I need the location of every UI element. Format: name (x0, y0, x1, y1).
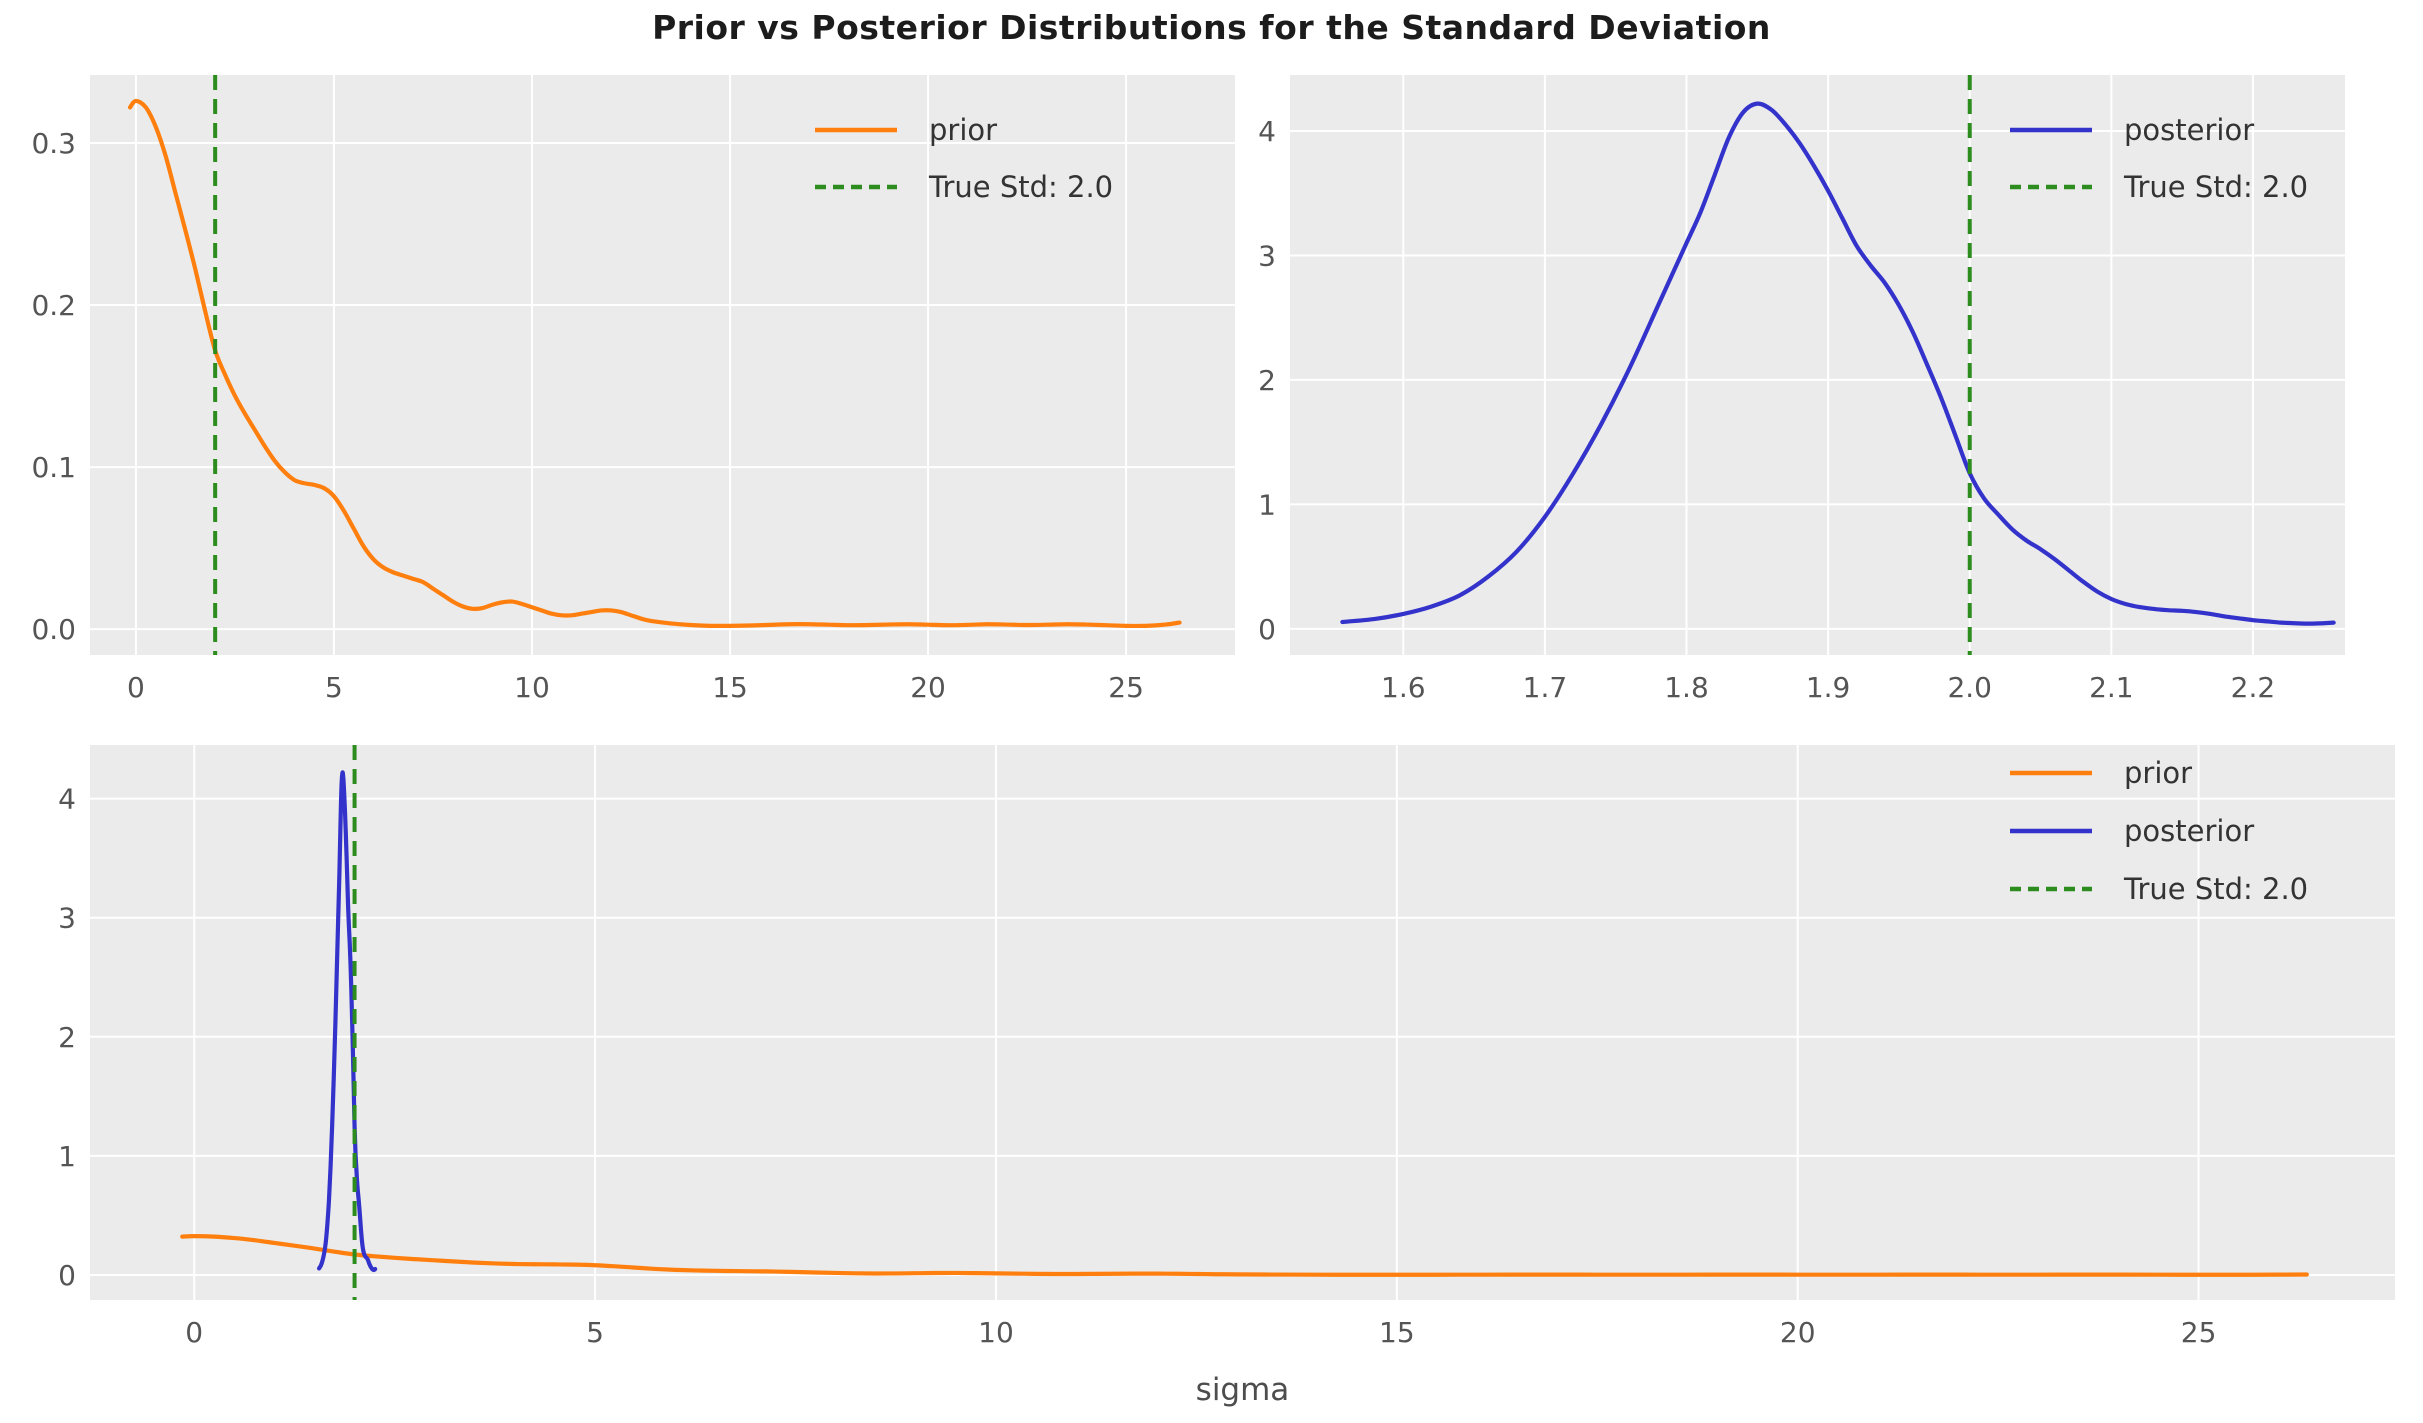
x-tick-label: 0 (127, 671, 145, 704)
x-tick-label: 1.6 (1381, 671, 1426, 704)
legend-item: True Std: 2.0 (815, 170, 1113, 204)
y-tick-label: 0.2 (31, 289, 76, 322)
legend-item: posterior (2010, 113, 2254, 147)
y-tick-label: 3 (58, 902, 76, 935)
y-tick-label: 1 (58, 1140, 76, 1173)
y-tick-label: 0.3 (31, 127, 76, 160)
x-tick-label: 5 (325, 671, 343, 704)
x-tick-label: 20 (910, 671, 946, 704)
x-tick-label: 1.8 (1664, 671, 1709, 704)
x-tick-label: 1.9 (1806, 671, 1851, 704)
x-tick-label: 2.2 (2231, 671, 2276, 704)
x-tick-label: 2.1 (2089, 671, 2134, 704)
x-tick-label: 25 (2181, 1316, 2217, 1349)
x-tick-label: 15 (712, 671, 748, 704)
y-tick-label: 2 (1258, 364, 1276, 397)
legend-item: True Std: 2.0 (2010, 170, 2308, 204)
prior-line (127, 98, 1182, 629)
legend-item: prior (2010, 756, 2192, 790)
legend-label: prior (929, 113, 997, 147)
axes-background (90, 745, 2395, 1300)
x-tick-label: 5 (586, 1316, 604, 1349)
x-tick-label: 10 (514, 671, 550, 704)
x-tick-label: 0 (185, 1316, 203, 1349)
panel-prior: 0 5 10 15 20 25 0.0 0.1 0.2 0.3 prior True Std: 2.0 (31, 75, 1235, 704)
panel-posterior: 1.6 1.7 1.8 1.9 2.0 2.1 2.2 0 1 2 3 4 posterior True … (1258, 75, 2345, 704)
x-tick-label: 15 (1379, 1316, 1415, 1349)
legend: prior posterior True Std: 2.0 (2010, 756, 2308, 906)
y-tick-label: 0.0 (31, 613, 76, 646)
posterior-line (1340, 101, 2336, 626)
legend-item: True Std: 2.0 (2010, 872, 2308, 906)
prior-line (180, 1234, 2309, 1277)
x-axis-label: sigma (1196, 1372, 1290, 1408)
x-tick-label: 1.7 (1523, 671, 1568, 704)
legend-label: True Std: 2.0 (2123, 170, 2308, 204)
y-tick-label: 2 (58, 1021, 76, 1054)
posterior-line (316, 770, 378, 1273)
legend-label: True Std: 2.0 (2123, 872, 2308, 906)
legend: prior True Std: 2.0 (815, 113, 1113, 204)
y-tick-label: 1 (1258, 488, 1276, 521)
y-tick-label: 4 (58, 783, 76, 816)
legend: posterior True Std: 2.0 (2010, 113, 2308, 204)
legend-item: posterior (2010, 814, 2254, 848)
legend-label: posterior (2124, 113, 2254, 147)
y-tick-label: 3 (1258, 239, 1276, 272)
panel-combined: 0 5 10 15 20 25 0 1 2 3 4 sigma prior posterior True S… (58, 745, 2395, 1408)
x-tick-label: 20 (1780, 1316, 1816, 1349)
axes-background (90, 75, 1235, 655)
legend-item: prior (815, 113, 997, 147)
axes-background (1290, 75, 2345, 655)
y-tick-label: 0.1 (31, 451, 76, 484)
figure-title: Prior vs Posterior Distributions for the… (652, 8, 1771, 47)
x-tick-label: 25 (1108, 671, 1144, 704)
x-tick-label: 2.0 (1947, 671, 1992, 704)
legend-label: True Std: 2.0 (928, 170, 1113, 204)
legend-label: prior (2124, 756, 2192, 790)
y-tick-label: 0 (58, 1259, 76, 1292)
y-tick-label: 0 (1258, 613, 1276, 646)
legend-label: posterior (2124, 814, 2254, 848)
y-tick-label: 4 (1258, 115, 1276, 148)
x-tick-label: 10 (978, 1316, 1014, 1349)
